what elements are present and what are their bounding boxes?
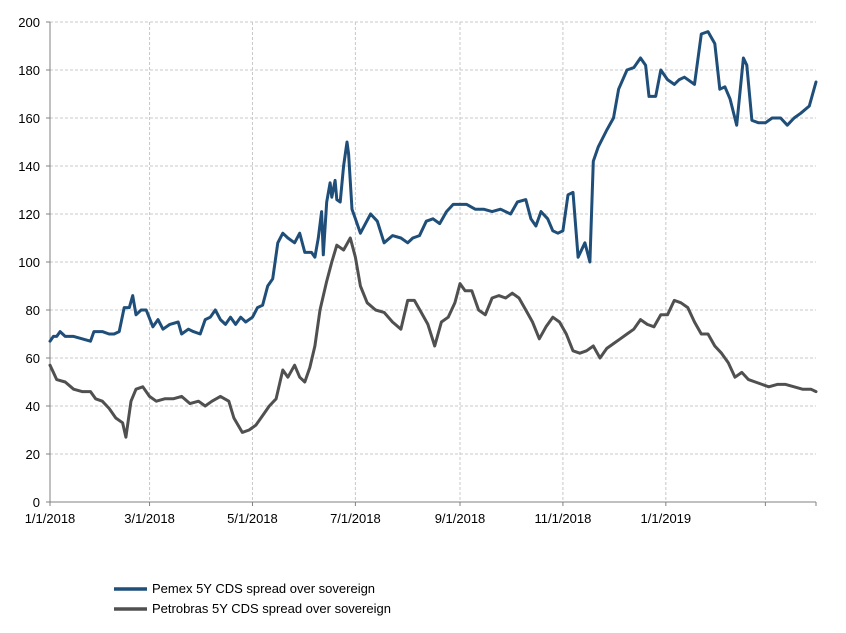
y-tick-label: 160 xyxy=(18,111,40,126)
x-tick-label: 9/1/2018 xyxy=(435,511,486,526)
y-tick-label: 20 xyxy=(26,447,40,462)
x-tick-label: 7/1/2018 xyxy=(330,511,381,526)
y-tick-label: 200 xyxy=(18,15,40,30)
y-tick-label: 60 xyxy=(26,351,40,366)
y-axis-tick-labels: 0 20 40 60 80 100 120 140 160 180 200 xyxy=(18,15,40,510)
y-tick-label: 0 xyxy=(33,495,40,510)
x-tick-label: 11/1/2018 xyxy=(534,511,591,526)
legend-label-pemex: Pemex 5Y CDS spread over sovereign xyxy=(152,581,375,596)
series-lines xyxy=(48,30,818,439)
y-tick-label: 180 xyxy=(18,63,40,78)
y-tick-label: 140 xyxy=(18,159,40,174)
y-tick-label: 40 xyxy=(26,399,40,414)
series-line-petrobras xyxy=(48,236,818,439)
y-tick-label: 120 xyxy=(18,207,40,222)
axes xyxy=(46,21,817,506)
series-line-pemex xyxy=(48,30,818,343)
x-tick-label: 1/1/2019 xyxy=(641,511,692,526)
x-tick-label: 3/1/2018 xyxy=(124,511,175,526)
legend-label-petrobras: Petrobras 5Y CDS spread over sovereign xyxy=(152,601,391,616)
gridlines xyxy=(49,21,816,502)
x-axis-tick-labels: 1/1/2018 3/1/2018 5/1/2018 7/1/2018 9/1/2018… xyxy=(25,511,691,526)
y-tick-label: 80 xyxy=(26,303,40,318)
y-tick-label: 100 xyxy=(18,255,40,270)
x-tick-label: 1/1/2018 xyxy=(25,511,76,526)
legend: Pemex 5Y CDS spread over sovereign Petro… xyxy=(114,581,391,616)
x-tick-label: 5/1/2018 xyxy=(227,511,278,526)
